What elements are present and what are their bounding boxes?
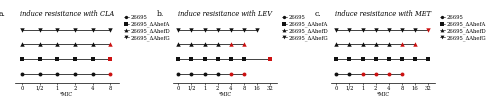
Legend: 26695, 26695_ΔAhefA, 26695_ΔAhefD, 26695_ΔAhefG: 26695, 26695_ΔAhefA, 26695_ΔAhefD, 26695… (440, 15, 486, 41)
Legend: 26695, 26695_ΔAhefA, 26695_ΔAhefD, 26695_ΔAhefG: 26695, 26695_ΔAhefA, 26695_ΔAhefD, 26695… (124, 15, 170, 41)
Title: induce resisitance with CLA: induce resisitance with CLA (20, 10, 114, 18)
Title: induce resisitance with MET: induce resisitance with MET (335, 10, 431, 18)
Text: b.: b. (156, 10, 164, 18)
Legend: 26695, 26695_ΔAhefA, 26695_ΔAhefD, 26695_ΔAhefG: 26695, 26695_ΔAhefA, 26695_ΔAhefD, 26695… (282, 15, 328, 41)
Text: c.: c. (314, 10, 321, 18)
Text: a.: a. (0, 10, 5, 18)
X-axis label: *MIC: *MIC (218, 92, 232, 97)
Title: induce resisitance with LEV: induce resisitance with LEV (178, 10, 272, 18)
X-axis label: *MIC: *MIC (376, 92, 390, 97)
X-axis label: *MIC: *MIC (60, 92, 74, 97)
